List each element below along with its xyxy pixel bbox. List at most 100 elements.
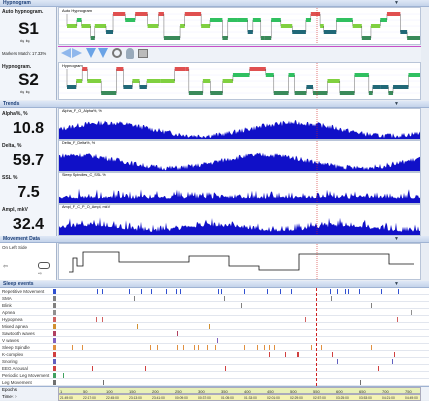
event-mark — [257, 345, 259, 350]
trend-area — [59, 188, 420, 203]
timeline: Epochs Time ‹ › 1 50 100 150 200 250 300 350 400… — [0, 386, 429, 401]
search-icon[interactable] — [112, 48, 122, 58]
time-tick: 23:41:00 — [152, 396, 165, 400]
trend-plot[interactable]: Ampl_F_C_P_O_Ampl, mkV — [58, 204, 421, 236]
time-tick: 04:49:00 — [405, 396, 418, 400]
move-right-icon[interactable]: ⇨ — [38, 271, 43, 277]
trend-value: 10.8 — [12, 120, 45, 137]
event-mark — [268, 345, 270, 350]
collapse-arrow-icon[interactable]: ▼ — [394, 236, 399, 242]
hypnogram-2-plot[interactable]: Hypnogram — [58, 62, 421, 100]
event-mark — [273, 345, 275, 350]
event-mark — [176, 331, 178, 336]
section-header-events[interactable]: Sleep events ▼ — [0, 281, 429, 288]
trend-plot[interactable]: Delta_F_Delta%, % — [58, 140, 421, 172]
event-row[interactable]: V waves — [0, 337, 429, 344]
event-mark — [279, 289, 281, 294]
epoch-tick: 100 — [106, 389, 113, 394]
event-color-swatch — [53, 303, 56, 308]
time-tick: 04:21:00 — [382, 396, 395, 400]
event-mark — [96, 289, 98, 294]
event-mark — [330, 296, 332, 301]
event-row[interactable]: SMA — [0, 295, 429, 302]
section-header-movement[interactable]: Movement Data ▼ — [0, 236, 429, 243]
plot-label: Alpha_F_O_Alpha%, % — [62, 109, 102, 113]
plot-label: Delta_F_Delta%, % — [62, 141, 96, 145]
trend-panel: Ampl, mkV 32.4 — [0, 204, 57, 236]
epoch-tick: 500 — [290, 389, 297, 394]
zoom-icon[interactable]: ⇆ ⇆ — [20, 39, 30, 45]
epoch-scale[interactable]: 1 50 100 150 200 250 300 350 400 450 500 550 600 650 7… — [58, 387, 421, 394]
event-row[interactable]: Sawtooth waves — [0, 330, 429, 337]
hypnogram-2-title: Hypnogram. — [2, 64, 32, 70]
epoch-tick: 150 — [129, 389, 136, 394]
next-icon[interactable] — [72, 48, 82, 58]
zoom-icon[interactable]: ⇆ ⇆ — [20, 90, 30, 96]
time-tick: 00:09:00 — [175, 396, 188, 400]
trend-plot[interactable]: Sleep Spindles_C_SSL % — [58, 172, 421, 204]
event-label: Blink — [2, 303, 12, 308]
plot-label: Sleep Spindles_C_SSL % — [62, 173, 106, 177]
event-row[interactable]: Hypopnea — [0, 316, 429, 323]
move-left-icon[interactable]: ⇦ — [3, 264, 9, 270]
trend-plot[interactable]: Alpha_F_O_Alpha%, % — [58, 108, 421, 140]
event-mark — [136, 324, 138, 329]
section-header-hypnogram[interactable]: Hypnogram ▼ — [0, 0, 429, 7]
movement-plot[interactable] — [58, 243, 421, 280]
event-mark — [298, 352, 300, 357]
event-row[interactable]: Apnea — [0, 309, 429, 316]
event-row[interactable]: Mixed apnea — [0, 323, 429, 330]
event-mark — [129, 289, 131, 294]
prev-icon[interactable] — [61, 48, 71, 58]
event-mark — [337, 359, 339, 364]
markers-match: Markers Match: 17.33% — [2, 51, 47, 56]
event-mark — [82, 345, 84, 350]
epochs-label: Epochs — [2, 387, 18, 392]
plot-label: Auto Hypnogram — [62, 8, 93, 13]
event-row[interactable]: Sleep Spindle — [0, 344, 429, 351]
timeline-arrows-icon[interactable]: ‹ › — [12, 394, 17, 400]
down-arrow-icon[interactable] — [86, 48, 96, 58]
event-mark — [96, 317, 98, 322]
event-row[interactable]: Blink — [0, 302, 429, 309]
event-mark — [331, 352, 333, 357]
event-mark — [157, 345, 159, 350]
event-row[interactable]: K-complex — [0, 351, 429, 358]
epoch-tick: 200 — [152, 389, 159, 394]
event-mark — [381, 289, 383, 294]
event-color-swatch — [53, 359, 56, 364]
event-row[interactable]: Snoring — [0, 358, 429, 365]
collapse-arrow-icon[interactable]: ▼ — [394, 0, 399, 6]
event-label: Periodic Leg Movement — [2, 373, 50, 378]
down-arrow-2-icon[interactable] — [98, 48, 108, 58]
event-row[interactable]: EEG Arousal — [0, 365, 429, 372]
section-title: Movement Data — [3, 236, 40, 242]
event-mark — [394, 352, 396, 357]
section-header-trends[interactable]: Trends ▼ — [0, 101, 429, 108]
trend-chart — [59, 205, 420, 235]
print-icon[interactable] — [138, 49, 148, 58]
event-mark — [217, 289, 219, 294]
event-mark — [62, 373, 64, 378]
event-row[interactable]: Leg Movement — [0, 379, 429, 386]
pen-icon[interactable] — [126, 48, 134, 59]
time-tick: 00:37:00 — [198, 396, 211, 400]
collapse-arrow-icon[interactable]: ▼ — [394, 101, 399, 107]
collapse-arrow-icon[interactable]: ▼ — [394, 281, 399, 287]
event-color-swatch — [53, 366, 56, 371]
trend-panel: Delta, % 59.7 — [0, 140, 57, 172]
time-tick: 23:13:00 — [129, 396, 142, 400]
event-mark — [244, 289, 246, 294]
event-row[interactable]: Periodic Leg Movement — [0, 372, 429, 379]
event-mark — [224, 366, 226, 371]
event-row[interactable]: Repetitive Movement — [0, 288, 429, 295]
event-mark — [102, 380, 104, 385]
event-label: Hypopnea — [2, 317, 23, 322]
event-mark — [320, 345, 322, 350]
event-label: V waves — [2, 338, 20, 343]
event-mark — [149, 345, 151, 350]
hypnogram-1-title: Auto hypnogram. — [2, 9, 44, 15]
hypnogram-1-plot[interactable]: Auto Hypnogram — [58, 7, 421, 45]
trend-panel: Alpha%, % 10.8 — [0, 108, 57, 140]
event-mark — [151, 289, 153, 294]
